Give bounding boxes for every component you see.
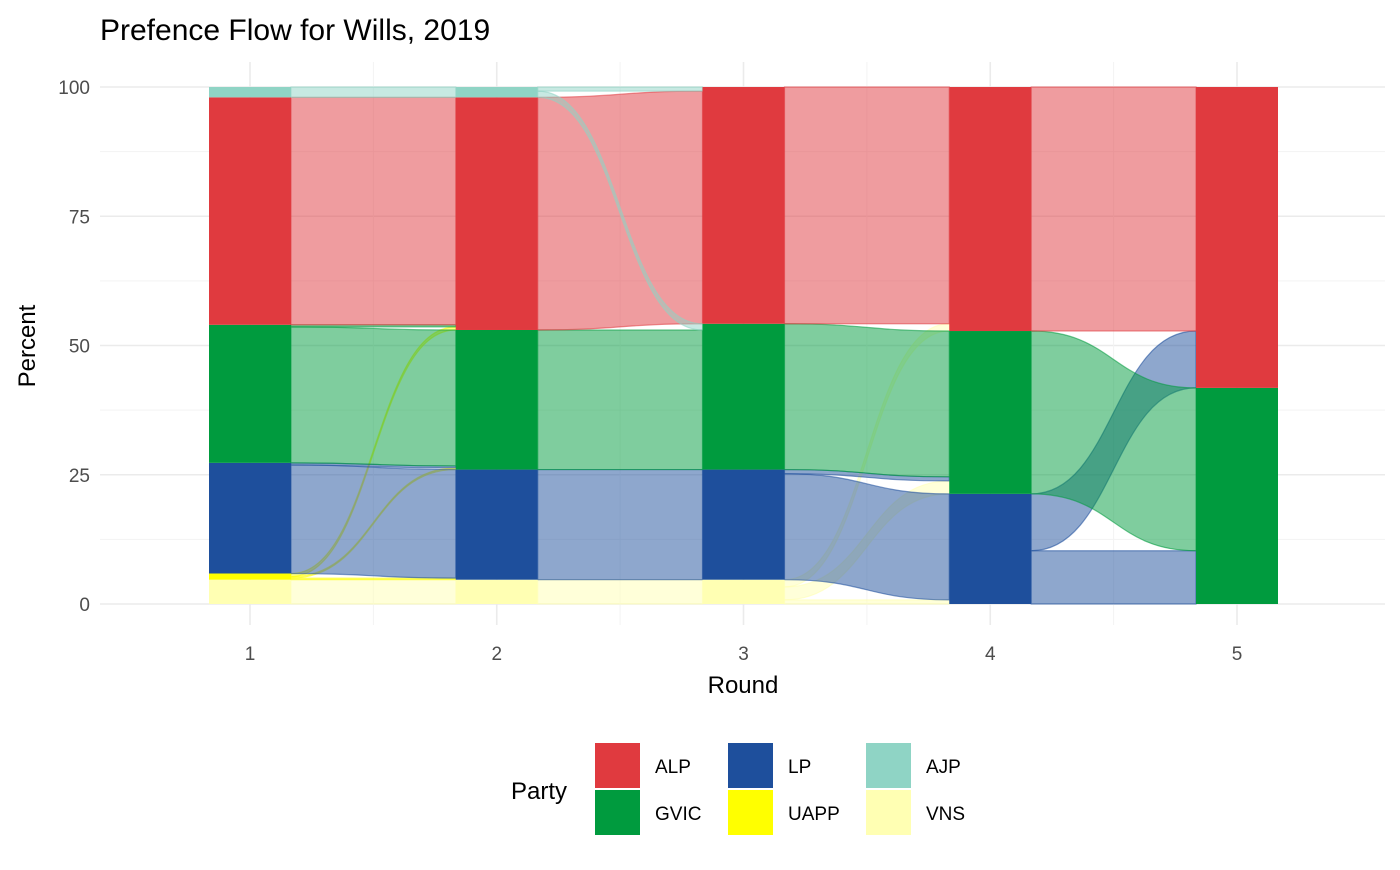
x-tick-label: 5 [1232,644,1243,665]
flow-ribbon [537,86,704,92]
legend-key-lp [728,743,773,788]
x-tick-label: 3 [738,644,749,665]
flow-ribbon [290,86,457,98]
stratum-bar [209,579,291,604]
flow-ribbon [537,329,704,471]
x-tick-label: 2 [491,644,502,665]
stratum-bar [702,579,785,604]
stratum-bar [209,462,291,574]
x-tick-label: 4 [985,644,996,665]
legend-label-vns: VNS [926,804,965,825]
legend-key-gvic [595,790,640,835]
stratum-bar [949,493,1032,604]
flow-ribbon [537,468,704,581]
stratum-bar [1196,387,1278,604]
stratum-bar [209,324,291,463]
flow-ribbon [783,323,950,478]
y-tick-label: 0 [79,595,90,616]
y-axis-ticks: 0 25 50 75 100 [58,78,90,616]
flow-ribbon [290,96,457,326]
round-strata [209,87,1278,604]
flow-ribbon [783,473,950,601]
flow-ribbon [290,579,457,605]
y-tick-label: 25 [69,466,90,487]
flow-ribbon [290,464,457,579]
flow-ribbon [783,86,950,325]
stratum-bar [209,573,291,580]
stratum-bar [455,469,538,580]
legend-label-ajp: AJP [926,757,961,778]
y-tick-label: 75 [69,207,90,228]
stratum-bar [949,87,1032,332]
flow-ribbon [1030,550,1197,605]
legend-label-gvic: GVIC [655,804,701,825]
legend-label-alp: ALP [655,757,691,778]
chart-title: Prefence Flow for Wills, 2019 [100,14,490,47]
x-axis-title: Round [708,672,779,699]
legend-label-lp: LP [788,757,811,778]
y-axis-title: Percent [14,304,41,387]
legend: Party ALP GVIC LP UAPP AJP VNS [511,743,965,835]
legend-key-uapp [728,790,773,835]
legend-label-uapp: UAPP [788,804,840,825]
flow-ribbon [290,326,457,467]
legend-key-ajp [866,743,911,788]
stratum-bar [455,329,538,470]
y-tick-label: 100 [58,78,90,99]
x-axis-ticks: 1 2 3 4 5 [245,644,1243,665]
legend-key-alp [595,743,640,788]
stratum-bar [455,97,538,330]
stratum-bar [209,97,291,325]
flow-ribbons [290,86,1197,605]
legend-key-vns [866,790,911,835]
stratum-bar [949,331,1032,494]
flow-ribbon [537,579,704,605]
stratum-bar [702,469,785,580]
stratum-bar [702,323,785,470]
stratum-bar [455,579,538,604]
x-tick-label: 1 [245,644,256,665]
legend-title: Party [511,778,567,805]
y-tick-label: 50 [69,337,90,358]
stratum-bar [209,87,291,98]
stratum-bar [455,87,538,98]
stratum-bar [702,87,785,324]
stratum-bar [1196,87,1278,388]
flow-ribbon [783,599,950,605]
flow-ribbon [1030,86,1197,332]
